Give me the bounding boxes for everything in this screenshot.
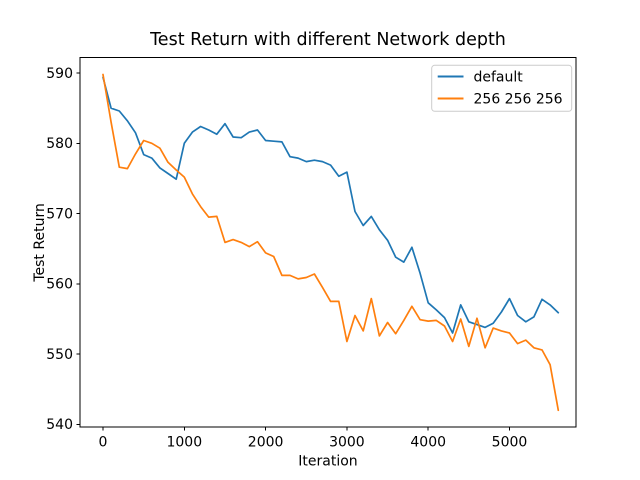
y-tick-label: 540 (46, 417, 73, 433)
x-axis-label: Iteration (298, 454, 357, 470)
x-tick-label: 2000 (248, 435, 284, 451)
chart-title: Test Return with different Network depth (149, 30, 506, 50)
legend-label-default: default (474, 70, 524, 86)
y-axis-label: Test Return (32, 203, 48, 282)
y-tick-label: 550 (46, 347, 73, 363)
chart-line-256-256-256 (102, 73, 560, 412)
y-tick-label: 570 (46, 206, 73, 222)
chart-line-default (102, 76, 560, 334)
y-tick-label: 560 (46, 277, 73, 293)
x-tick-label: 0 (99, 435, 108, 451)
legend-box (431, 64, 573, 112)
plot-dynamic-content: 0 1000 2000 3000 4000 5000 540 550 560 570 580 590 (46, 66, 560, 451)
x-tick-label: 4000 (410, 435, 446, 451)
legend-label-256: 256 256 256 (474, 92, 563, 108)
x-tick-label: 3000 (329, 435, 365, 451)
y-tick-label: 580 (46, 136, 73, 152)
x-tick-label: 5000 (492, 435, 528, 451)
legend: default 256 256 256 (431, 64, 573, 112)
x-tick-label: 1000 (166, 435, 202, 451)
plot-area (79, 57, 577, 428)
y-tick-label: 590 (46, 66, 73, 82)
